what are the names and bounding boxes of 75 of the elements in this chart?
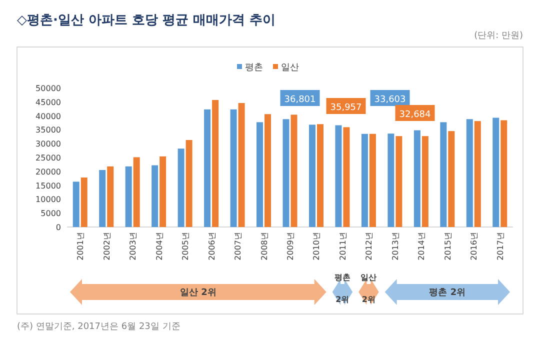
x-tick-label: 2015년 <box>443 232 452 260</box>
bar <box>361 134 368 227</box>
text: 일산 2위 <box>180 288 216 298</box>
chart-title: ◇평촌·일산 아파트 호당 평균 매매가격 추이 <box>17 13 276 28</box>
bar <box>369 134 376 227</box>
y-tick-label: 5000 <box>40 209 61 218</box>
y-tick-label: 25000 <box>36 154 61 162</box>
x-tick-label: 2012년 <box>364 232 374 260</box>
y-tick-label: 0 <box>56 223 61 232</box>
x-tick-label: 2004년 <box>154 232 164 260</box>
bar <box>99 170 106 227</box>
x-tick-label: 2007년 <box>234 232 243 260</box>
legend-label: 평촌 <box>245 63 263 73</box>
x-tick-label: 2014년 <box>417 232 426 260</box>
bar <box>466 119 473 227</box>
bar <box>422 136 428 227</box>
x-tick-label: 2009년 <box>286 232 295 260</box>
bar <box>335 125 342 227</box>
text: 평촌 2위 <box>429 287 466 298</box>
bar <box>308 124 316 227</box>
bar <box>107 166 114 227</box>
bar <box>133 157 140 227</box>
y-tick-label: 50000 <box>36 84 61 93</box>
bar <box>160 156 166 227</box>
text: 일산 2위 <box>360 273 377 304</box>
x-tick-label: 2016년 <box>470 232 479 260</box>
annotation: 35,957 <box>330 103 362 113</box>
bar <box>440 122 447 227</box>
bar <box>186 140 192 227</box>
bar <box>448 131 455 227</box>
text: (주) 연말기준, 2017년은 6월 23일 기준 <box>17 322 180 332</box>
bar <box>316 124 324 227</box>
y-tick-label: 30000 <box>36 140 61 149</box>
x-tick-label: 2010년 <box>312 232 322 260</box>
bar <box>178 148 184 227</box>
bar <box>72 182 80 227</box>
bar <box>396 136 402 227</box>
x-tick-label: 2005년 <box>181 232 190 260</box>
x-tick-label: 2006년 <box>207 232 216 260</box>
text: (단위: 만원) <box>474 31 523 41</box>
y-tick-label: 45000 <box>36 98 61 107</box>
bar <box>230 109 237 227</box>
bar <box>500 120 508 227</box>
text: 평촌 2위 <box>334 273 350 304</box>
bar <box>152 165 158 227</box>
bar <box>492 118 500 227</box>
annotation: 32,684 <box>399 110 432 120</box>
x-tick-label: 2008년 <box>260 232 269 260</box>
y-tick-label: 20000 <box>36 167 61 176</box>
x-tick-label: 2001년 <box>76 232 86 260</box>
x-tick-label: 2003년 <box>128 232 138 260</box>
bar <box>474 121 481 227</box>
bar <box>238 103 245 227</box>
bar <box>264 114 272 227</box>
bar <box>125 166 132 227</box>
bar <box>388 134 394 227</box>
legend-label: 일산 <box>281 63 299 73</box>
bar <box>343 127 350 227</box>
y-tick-label: 40000 <box>36 112 61 121</box>
x-tick-label: 2017년 <box>496 232 505 260</box>
annotation: 33,603 <box>374 95 406 105</box>
y-tick-label: 10000 <box>36 195 61 204</box>
bar <box>212 100 219 227</box>
bar <box>414 130 420 227</box>
bar <box>80 178 88 227</box>
bar <box>282 119 290 227</box>
x-tick-label: 2011년 <box>338 232 348 260</box>
bar <box>204 109 211 227</box>
x-tick-label: 2002년 <box>102 232 112 260</box>
y-tick-label: 35000 <box>36 126 61 135</box>
bar <box>290 114 298 227</box>
annotation: 36,801 <box>284 95 316 105</box>
x-tick-label: 2013년 <box>390 232 400 260</box>
y-tick-label: 15000 <box>36 181 61 190</box>
bar <box>256 122 264 227</box>
